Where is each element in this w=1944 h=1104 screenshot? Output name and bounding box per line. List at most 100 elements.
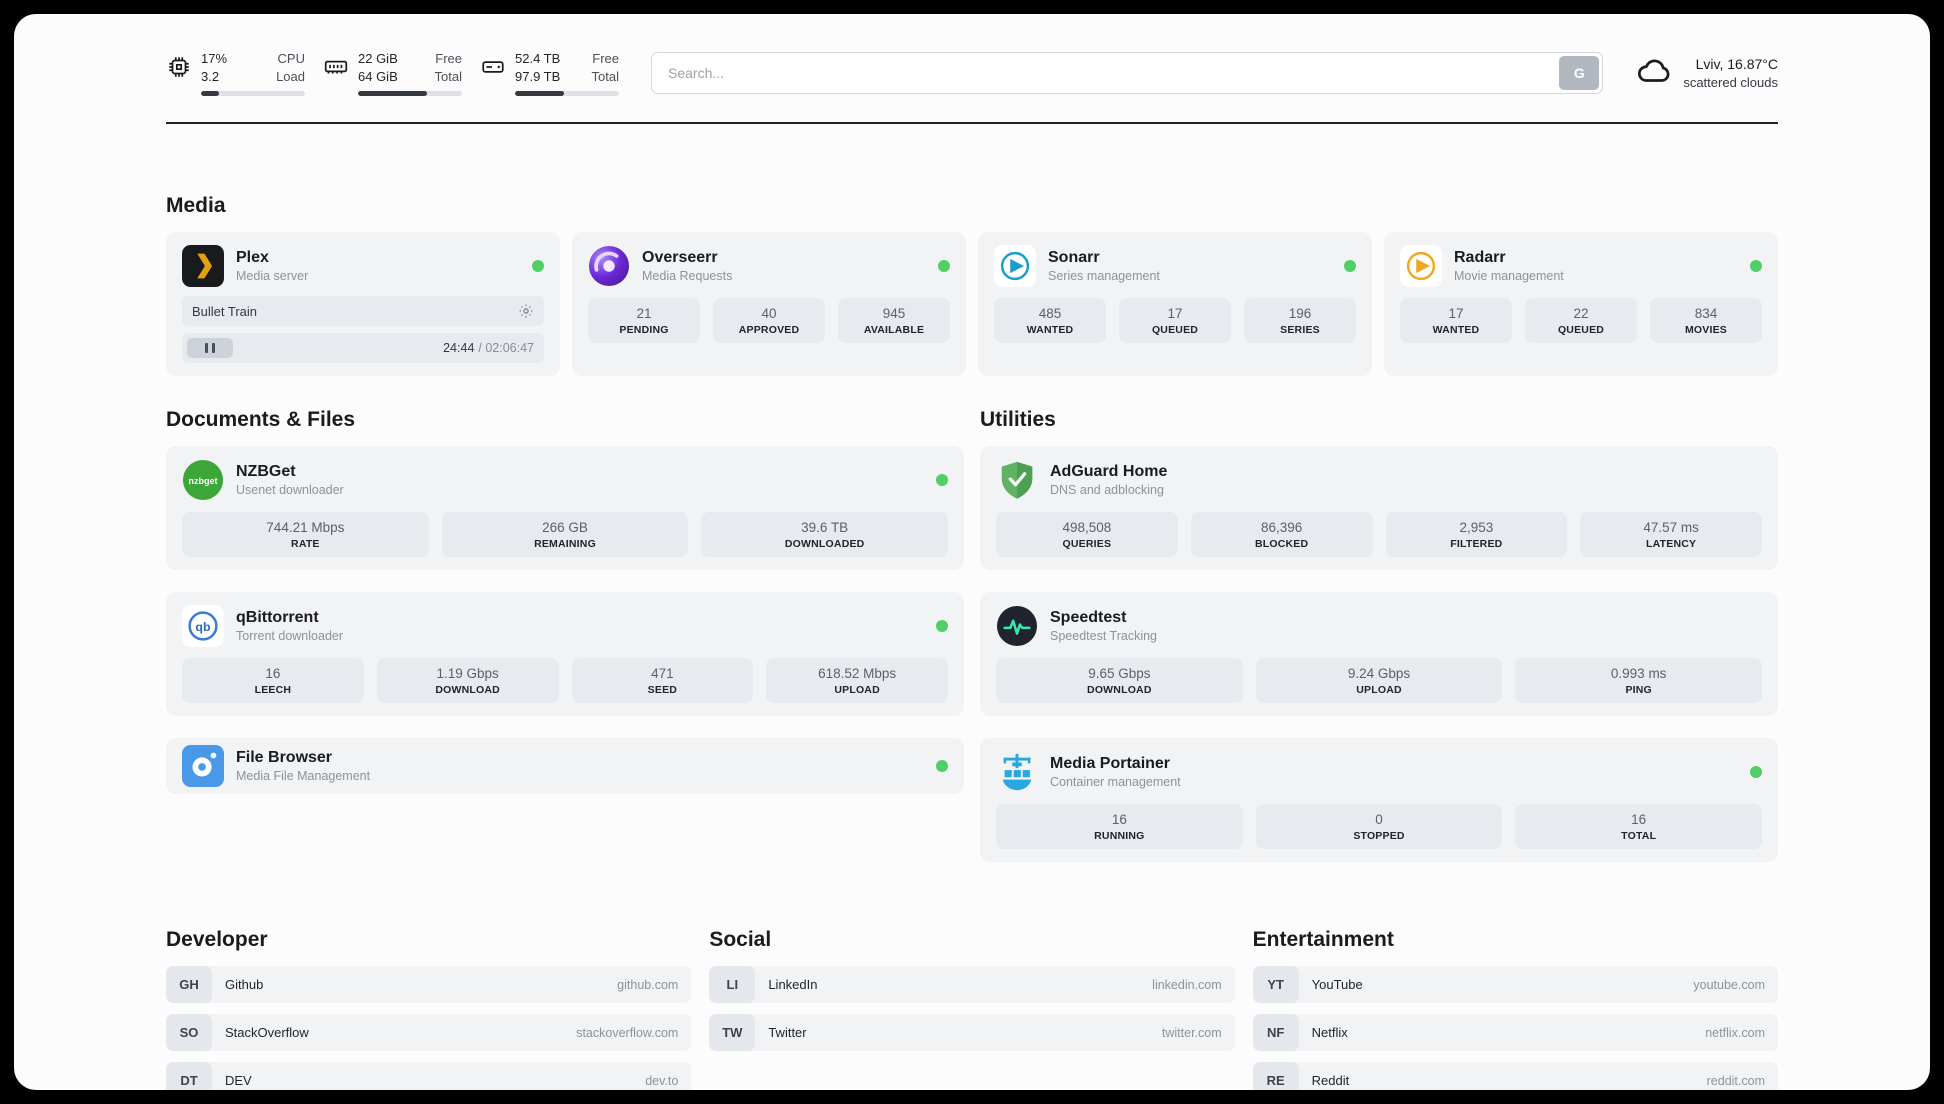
service-card-nzbget[interactable]: nzbget NZBGet Usenet downloader 744.21 M… [166, 446, 964, 571]
bookmark-netflix[interactable]: NF Netflix netflix.com [1252, 1014, 1778, 1052]
status-dot [936, 760, 948, 773]
ram-progress-bar [358, 91, 462, 97]
adguard-icon [996, 459, 1038, 501]
service-subtitle: Media File Management [236, 769, 371, 784]
now-playing-title: Bullet Train [192, 303, 258, 319]
utilities-column: Utilities AdGuard Home DNS and adblockin… [980, 408, 1778, 884]
service-card-speedtest[interactable]: Speedtest Speedtest Tracking 9.65 Gbps DO… [980, 592, 1778, 717]
cloud-icon [1635, 52, 1673, 95]
social-column: Social LI LinkedIn linkedin.com TW Twitt… [709, 928, 1235, 1090]
service-subtitle: Container management [1050, 775, 1181, 790]
plex-icon [182, 245, 224, 288]
stat-tile: 1.19 Gbps DOWNLOAD [376, 658, 559, 704]
ram-label-top: Free [435, 51, 462, 66]
section-title-entertainment: Entertainment [1252, 928, 1394, 952]
stat-tile: 16 RUNNING [996, 804, 1243, 850]
service-subtitle: DNS and adblocking [1050, 483, 1164, 498]
topbar: 17% 3.2 CPU Load [166, 50, 1778, 97]
stat-tile: 498,508 QUERIES [996, 512, 1178, 558]
service-subtitle: Torrent downloader [236, 629, 344, 644]
status-dot [1750, 766, 1762, 779]
now-playing-row: Bullet Train [182, 296, 544, 327]
bookmark-url: github.com [617, 977, 679, 992]
bookmark-url: linkedin.com [1152, 977, 1222, 992]
weather-location: Lviv, 16.87°C [1695, 55, 1778, 72]
svg-text:nzbget: nzbget [188, 476, 217, 486]
service-card-radarr[interactable]: Radarr Movie management 17 WANTED 22 QUEUE… [1384, 232, 1778, 377]
service-subtitle: Series management [1048, 269, 1160, 284]
bookmark-name: Reddit [1311, 1073, 1350, 1089]
service-name: Media Portainer [1050, 755, 1171, 773]
gear-icon[interactable] [518, 303, 534, 319]
status-dot [1344, 260, 1356, 273]
service-card-sonarr[interactable]: Sonarr Series management 485 WANTED 17 QUE… [978, 232, 1372, 377]
pause-button[interactable] [187, 338, 233, 359]
cpu-label-bottom: Load [276, 69, 305, 85]
status-dot [936, 474, 948, 487]
stat-tile: 618.52 Mbps UPLOAD [766, 658, 948, 704]
service-card-adguard[interactable]: AdGuard Home DNS and adblocking 498,508 Q… [980, 446, 1778, 571]
stat-tile: 9.65 Gbps DOWNLOAD [996, 658, 1243, 704]
documents-column: Documents & Files nzbget NZBGet Usenet d… [166, 408, 964, 816]
stat-tile: 22 QUEUED [1525, 298, 1637, 344]
stat-tile: 39.6 TB DOWNLOADED [701, 512, 949, 558]
qbittorrent-icon: qb [182, 605, 224, 648]
cpu-icon [166, 50, 192, 80]
bookmark-linkedin[interactable]: LI LinkedIn linkedin.com [709, 966, 1235, 1004]
bookmark-abbr: YT [1252, 966, 1299, 1004]
disk-stat: 52.4 TB 97.9 TB Free Total [480, 50, 619, 97]
bookmark-reddit[interactable]: RE Reddit reddit.com [1252, 1062, 1778, 1090]
bookmark-url: dev.to [645, 1073, 679, 1088]
status-dot [938, 260, 950, 273]
stat-tile: 17 WANTED [1400, 298, 1512, 344]
service-card-plex[interactable]: Plex Media server Bullet Train 24:44/ 02… [166, 232, 560, 377]
stat-tile: 945 AVAILABLE [838, 298, 950, 344]
bookmark-name: StackOverflow [225, 1025, 309, 1041]
bookmark-youtube[interactable]: YT YouTube youtube.com [1252, 966, 1778, 1004]
radarr-icon [1400, 245, 1442, 288]
section-title-developer: Developer [166, 928, 268, 952]
service-subtitle: Speedtest Tracking [1050, 629, 1158, 644]
status-dot [1750, 260, 1762, 273]
bookmark-url: twitter.com [1161, 1025, 1222, 1040]
header-divider [166, 122, 1778, 125]
service-card-portainer[interactable]: Media Portainer Container management 16 R… [980, 738, 1778, 863]
section-title-utilities: Utilities [980, 408, 1056, 432]
portainer-icon [996, 751, 1038, 793]
search-input[interactable] [651, 52, 1604, 95]
player-progress-row: 24:44/ 02:06:47 [182, 333, 544, 364]
service-card-overseerr[interactable]: Overseerr Media Requests 21 PENDING 40 APP… [572, 232, 966, 377]
playback-time: 24:44/ 02:06:47 [443, 341, 534, 356]
service-name: NZBGet [236, 463, 296, 481]
bookmark-abbr: NF [1252, 1014, 1299, 1052]
stat-tile: 471 SEED [571, 658, 754, 704]
service-name: AdGuard Home [1050, 463, 1168, 481]
ram-stat: 22 GiB 64 GiB Free Total [323, 50, 462, 97]
service-name: Speedtest [1050, 609, 1127, 627]
service-card-filebrowser[interactable]: File Browser Media File Management [166, 738, 964, 795]
stat-tile: 16 LEECH [182, 658, 364, 704]
dashboard-page: 17% 3.2 CPU Load [14, 14, 1930, 1090]
bookmark-name: DEV [225, 1073, 252, 1089]
bookmark-twitter[interactable]: TW Twitter twitter.com [709, 1014, 1235, 1052]
stat-tile: 196 SERIES [1244, 298, 1356, 344]
search-engine-button[interactable]: G [1559, 56, 1600, 91]
bookmark-url: youtube.com [1693, 977, 1765, 992]
bookmark-abbr: SO [166, 1014, 212, 1052]
service-subtitle: Media server [236, 269, 309, 284]
service-name: Radarr [1454, 249, 1506, 267]
stat-tile: 266 GB REMAINING [441, 512, 689, 558]
bookmark-dev[interactable]: DT DEV dev.to [166, 1062, 692, 1090]
stat-tile: 9.24 Gbps UPLOAD [1255, 658, 1503, 704]
bookmark-name: Netflix [1311, 1025, 1348, 1041]
bookmark-url: netflix.com [1705, 1025, 1765, 1040]
service-card-qbittorrent[interactable]: qb qBittorrent Torrent downloader 16 LEEC… [166, 592, 964, 717]
ram-icon [323, 50, 349, 80]
speedtest-icon [996, 605, 1038, 647]
service-subtitle: Usenet downloader [236, 483, 344, 498]
bookmark-github[interactable]: GH Github github.com [166, 966, 692, 1004]
stat-tile: 21 PENDING [588, 298, 700, 344]
disk-value: 52.4 TB [515, 51, 561, 66]
bookmark-stackoverflow[interactable]: SO StackOverflow stackoverflow.com [166, 1014, 692, 1052]
